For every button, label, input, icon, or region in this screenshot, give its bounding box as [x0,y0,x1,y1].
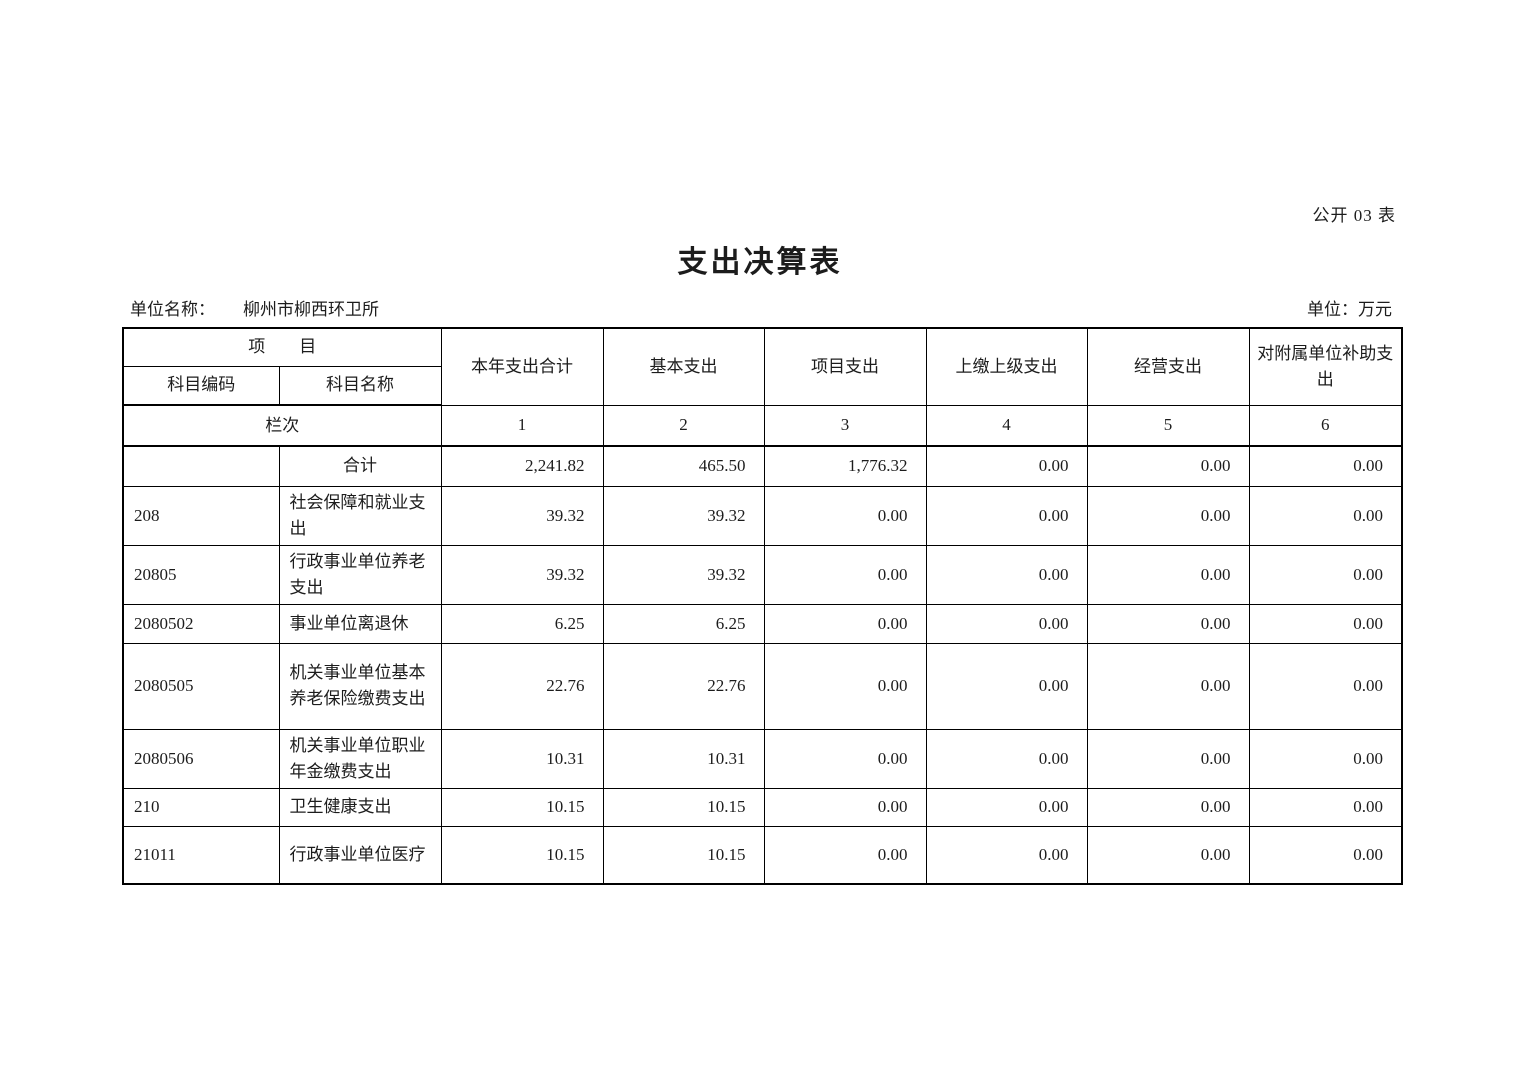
cell-code: 2080506 [122,728,280,789]
cell-value: 0.00 [925,445,1088,487]
cell-value: 6.25 [602,603,765,644]
header-upward-remittance: 上缴上级支出 [925,327,1088,406]
cell-value: 0.00 [763,603,927,644]
column-index-label: 栏次 [122,404,442,447]
cell-value: 1,776.32 [763,445,927,487]
column-index-2: 2 [602,404,765,447]
cell-value: 0.00 [1248,728,1403,789]
header-subsidy-to-affiliates: 对附属单位补助支出 [1248,327,1403,406]
column-index-4: 4 [925,404,1088,447]
cell-value: 39.32 [602,544,765,605]
cell-value: 2,241.82 [440,445,604,487]
cell-value: 22.76 [602,642,765,730]
table-row-208: 208 社会保障和就业支出 39.32 39.32 0.00 0.00 0.00… [122,485,1403,546]
table-row-total: 合计 2,241.82 465.50 1,776.32 0.00 0.00 0.… [122,445,1403,487]
cell-value: 22.76 [440,642,604,730]
cell-value: 0.00 [1248,825,1403,885]
column-index-3: 3 [763,404,927,447]
cell-name: 机关事业单位基本养老保险缴费支出 [278,642,442,730]
cell-value: 0.00 [925,603,1088,644]
table-header-row-1: 项 目 本年支出合计 基本支出 项目支出 上缴上级支出 经营支出 对附属单位补助… [122,327,1403,406]
unit-name: 单位名称： 柳州市柳西环卫所 [130,295,379,320]
table-row-20805: 20805 行政事业单位养老支出 39.32 39.32 0.00 0.00 0… [122,544,1403,605]
cell-code: 210 [122,787,280,827]
currency-unit-label: 单位：万元 [1307,300,1392,319]
cell-code: 208 [122,485,280,546]
cell-code: 20805 [122,544,280,605]
cell-code: 2080505 [122,642,280,730]
cell-value: 39.32 [440,485,604,546]
table-row-2080506: 2080506 机关事业单位职业年金缴费支出 10.31 10.31 0.00 … [122,728,1403,789]
cell-value: 0.00 [925,485,1088,546]
cell-value: 0.00 [1248,642,1403,730]
table-row-2080502: 2080502 事业单位离退休 6.25 6.25 0.00 0.00 0.00… [122,603,1403,644]
cell-value: 465.50 [602,445,765,487]
cell-code [122,445,280,487]
cell-name: 事业单位离退休 [278,603,442,644]
cell-value: 0.00 [1248,485,1403,546]
cell-value: 0.00 [763,485,927,546]
cell-name: 行政事业单位养老支出 [278,544,442,605]
cell-value: 0.00 [925,825,1088,885]
cell-value: 0.00 [763,787,927,827]
cell-value: 0.00 [1086,787,1250,827]
page-title: 支出决算表 [677,246,843,279]
cell-value: 10.31 [440,728,604,789]
cell-value: 39.32 [602,485,765,546]
cell-value: 0.00 [925,787,1088,827]
cell-name: 合计 [278,445,442,487]
cell-value: 0.00 [925,728,1088,789]
cell-value: 0.00 [1248,445,1403,487]
table-row-21011: 21011 行政事业单位医疗 10.15 10.15 0.00 0.00 0.0… [122,825,1403,885]
cell-value: 10.15 [602,787,765,827]
cell-value: 39.32 [440,544,604,605]
cell-value: 0.00 [1086,642,1250,730]
cell-value: 0.00 [1248,544,1403,605]
column-index-6: 6 [1248,404,1403,447]
cell-value: 0.00 [925,642,1088,730]
cell-name: 社会保障和就业支出 [278,485,442,546]
cell-value: 0.00 [1086,544,1250,605]
cell-value: 0.00 [763,642,927,730]
cell-value: 10.15 [440,787,604,827]
table-row-210: 210 卫生健康支出 10.15 10.15 0.00 0.00 0.00 0.… [122,787,1403,827]
cell-name: 卫生健康支出 [278,787,442,827]
cell-value: 0.00 [1086,825,1250,885]
header-project-expenditure: 项目支出 [763,327,927,406]
cell-value: 0.00 [763,544,927,605]
column-index-5: 5 [1086,404,1250,447]
table-row-2080505: 2080505 机关事业单位基本养老保险缴费支出 22.76 22.76 0.0… [122,642,1403,730]
cell-value: 6.25 [440,603,604,644]
column-index-1: 1 [440,404,604,447]
cell-name: 行政事业单位医疗 [278,825,442,885]
header-subject-code: 科目编码 [122,365,280,406]
cell-value: 0.00 [1086,728,1250,789]
unit-name-label: 单位名称： [130,300,215,319]
cell-value: 0.00 [925,544,1088,605]
cell-name: 机关事业单位职业年金缴费支出 [278,728,442,789]
cell-value: 10.15 [602,825,765,885]
header-basic-expenditure: 基本支出 [602,327,765,406]
cell-code: 21011 [122,825,280,885]
cell-value: 10.31 [602,728,765,789]
header-project-group: 项 目 [122,327,442,367]
form-number-label: 公开 03 表 [1312,206,1396,225]
header-total-expenditure: 本年支出合计 [440,327,604,406]
cell-value: 0.00 [763,728,927,789]
cell-value: 0.00 [763,825,927,885]
expenditure-table: 项 目 本年支出合计 基本支出 项目支出 上缴上级支出 经营支出 对附属单位补助… [122,327,1403,885]
table-header-row-2: 科目编码 科目名称 [122,365,1402,406]
column-index-row: 栏次 1 2 3 4 5 6 [122,404,1403,447]
cell-code: 2080502 [122,603,280,644]
unit-name-value: 柳州市柳西环卫所 [243,300,379,319]
cell-value: 0.00 [1086,603,1250,644]
header-subject-name: 科目名称 [278,365,442,406]
cell-value: 0.00 [1086,485,1250,546]
cell-value: 0.00 [1248,603,1403,644]
cell-value: 10.15 [440,825,604,885]
cell-value: 0.00 [1248,787,1403,827]
cell-value: 0.00 [1086,445,1250,487]
header-operating-expenditure: 经营支出 [1086,327,1250,406]
